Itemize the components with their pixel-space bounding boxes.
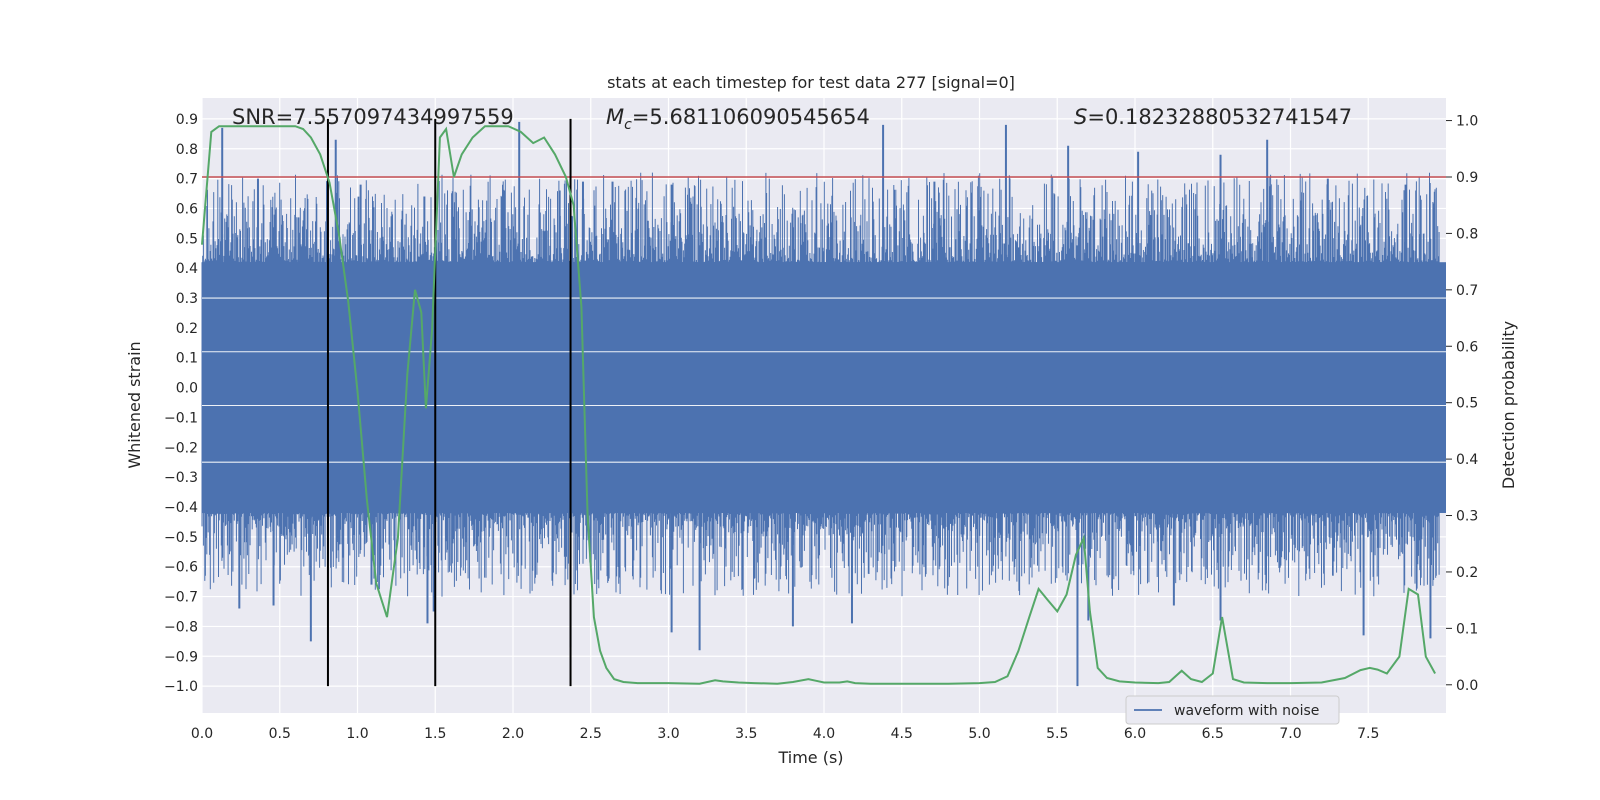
waveform-noise (201, 172, 1440, 597)
y-left-tick-label: 0.0 (176, 381, 198, 397)
y-axis-left-label: Whitened strain (125, 341, 144, 468)
x-tick-label: 7.5 (1357, 726, 1379, 742)
x-tick-label: 7.0 (1279, 726, 1301, 742)
y-left-tick-label: 0.9 (176, 112, 198, 128)
chirp-mass-symbol: M (606, 105, 624, 129)
snr-annotation: SNR=7.557097434997559 (232, 105, 514, 129)
y-left-tick-label: −0.5 (164, 530, 198, 546)
waveform-series (201, 121, 1446, 687)
x-tick-label: 3.0 (657, 726, 679, 742)
x-axis-label: Time (s) (777, 748, 843, 767)
x-tick-label: 6.0 (1124, 726, 1146, 742)
right-axis-ticks: 1.0 0.9 0.8 0.7 0.6 0.5 0.4 0.3 0.2 0.1 0.0 (1446, 114, 1478, 694)
y-right-tick-label: 0.1 (1456, 621, 1478, 637)
y-left-tick-label: 0.4 (176, 261, 198, 277)
x-tick-label: 3.5 (735, 726, 757, 742)
chirp-mass-annotation: Mc=5.681106090545654 (606, 105, 870, 133)
s-annotation: S=0.18232880532741547 (1074, 105, 1352, 129)
chart-title: stats at each timestep for test data 277… (607, 73, 1015, 92)
y-left-tick-label: 0.1 (176, 351, 198, 367)
probability-line (201, 125, 1436, 685)
chirp-mass-subscript: c (624, 117, 632, 133)
y-left-tick-label: −0.2 (164, 440, 198, 456)
y-left-tick-label: −0.4 (164, 500, 198, 516)
s-value: =0.18232880532741547 (1087, 105, 1352, 129)
x-tick-label: 6.5 (1202, 726, 1224, 742)
x-tick-label: 4.5 (891, 726, 913, 742)
legend-box (1125, 695, 1340, 725)
y-left-tick-label: −0.7 (164, 590, 198, 606)
y-left-tick-label: 0.3 (176, 291, 198, 307)
x-tick-label: 0.5 (269, 726, 291, 742)
y-left-tick-label: 0.6 (176, 201, 198, 217)
y-left-tick-label: −0.3 (164, 470, 198, 486)
y-right-tick-label: 0.2 (1456, 565, 1478, 581)
y-axis-right-label: Detection probability (1499, 321, 1518, 489)
legend-label: waveform with noise (1174, 703, 1319, 719)
x-tick-label: 1.0 (346, 726, 368, 742)
y-left-tick-label: 0.5 (176, 231, 198, 247)
x-tick-label: 5.5 (1046, 726, 1068, 742)
y-left-tick-label: 0.8 (176, 142, 198, 158)
x-tick-label: 4.0 (813, 726, 835, 742)
y-left-tick-label: −0.9 (164, 649, 198, 665)
y-right-tick-label: 0.8 (1456, 226, 1478, 242)
y-left-tick-label: −0.6 (164, 560, 198, 576)
y-right-tick-label: 0.9 (1456, 170, 1478, 186)
chirp-mass-value: =5.681106090545654 (632, 105, 870, 129)
vertical-markers (326, 118, 572, 687)
x-tick-label: 1.5 (424, 726, 446, 742)
y-right-tick-label: 0.5 (1456, 396, 1478, 412)
x-tick-label: 2.5 (580, 726, 602, 742)
s-symbol: S (1074, 105, 1087, 129)
x-tick-label: 0.0 (191, 726, 213, 742)
y-right-tick-label: 1.0 (1456, 114, 1478, 130)
left-axis-ticks: 0.9 0.8 0.7 0.6 0.5 0.4 0.3 0.2 0.1 0.0 −0.1 −0.2 −0… (164, 112, 198, 695)
x-axis-ticks: 0.0 0.5 1.0 1.5 2.0 2.5 3.0 3.5 4.0 4.5 5.0 5.5 6.0 6… (191, 726, 1380, 742)
y-left-tick-label: 0.2 (176, 321, 198, 337)
y-left-tick-label: −1.0 (164, 679, 198, 695)
x-tick-label: 2.0 (502, 726, 524, 742)
y-right-tick-label: 0.6 (1456, 339, 1478, 355)
y-right-tick-label: 0.0 (1456, 678, 1478, 694)
y-right-tick-label: 0.4 (1456, 452, 1478, 468)
y-left-tick-label: 0.7 (176, 172, 198, 188)
x-tick-label: 5.0 (968, 726, 990, 742)
y-left-tick-label: −0.1 (164, 410, 198, 426)
y-left-tick-label: −0.8 (164, 619, 198, 635)
y-right-tick-label: 0.7 (1456, 283, 1478, 299)
legend: waveform with noise (1125, 695, 1340, 725)
y-right-tick-label: 0.3 (1456, 509, 1478, 525)
probability-series (201, 125, 1436, 685)
